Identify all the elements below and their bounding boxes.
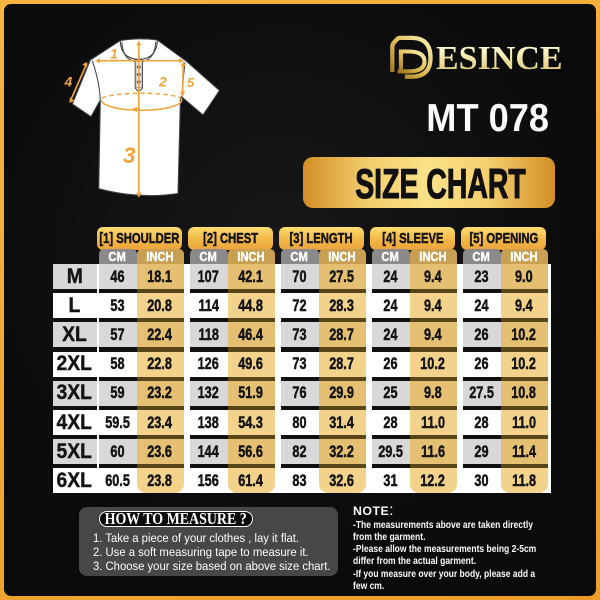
- svg-text:2: 2: [158, 74, 167, 90]
- svg-text:3: 3: [123, 143, 136, 168]
- svg-text:4: 4: [64, 74, 73, 90]
- svg-text:1: 1: [110, 46, 118, 62]
- svg-text:5: 5: [187, 75, 195, 90]
